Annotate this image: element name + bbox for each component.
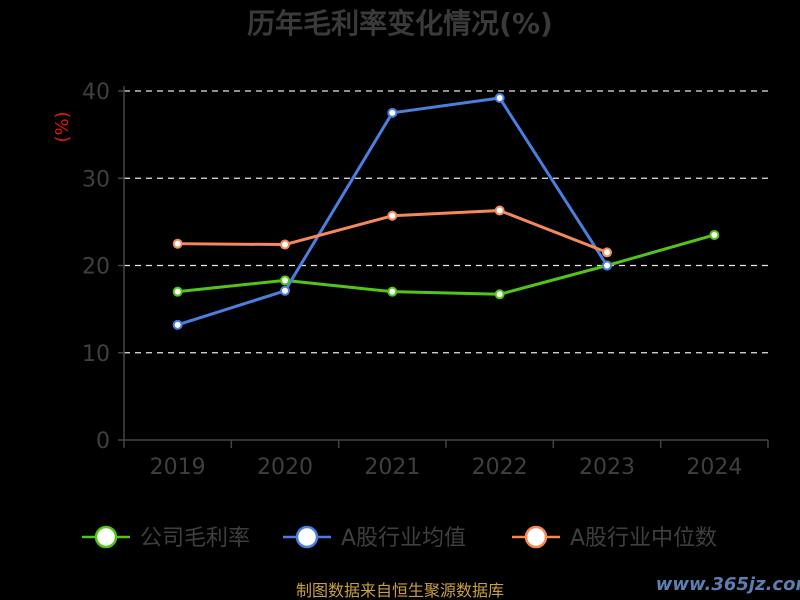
data-point-1-4 (602, 260, 612, 271)
data-point-0-2 (387, 286, 398, 297)
data-point-0-1 (280, 275, 290, 286)
data-point-1-3 (494, 92, 505, 103)
y-tick-label: 20 (82, 255, 110, 280)
data-point-1-0 (172, 319, 183, 330)
legend-label-0: 公司毛利率 (140, 526, 250, 551)
legend-marker-0 (94, 525, 118, 549)
chart-title: 历年毛利率变化情况(%) (247, 7, 553, 40)
legend: 公司毛利率 A股行业均值 A股行业中位数 (82, 525, 717, 551)
legend-label-2: A股行业中位数 (570, 526, 717, 551)
data-point-1-1 (280, 285, 290, 296)
legend-marker-2 (524, 525, 548, 549)
data-point-0-0 (172, 286, 183, 297)
x-tick-label: 2021 (364, 455, 420, 480)
data-source: 制图数据来自恒生聚源数据库 (296, 581, 504, 600)
x-tick-label: 2024 (686, 455, 742, 480)
x-tick-labels: 2019 2020 2021 2022 2023 2024 (150, 455, 743, 480)
y-tick-labels: 0 10 20 30 40 (82, 80, 110, 454)
y-tick-label: 30 (82, 167, 110, 192)
data-point-2-2 (387, 210, 398, 221)
y-tick-label: 40 (82, 80, 110, 105)
x-tick-label: 2023 (579, 455, 635, 480)
x-tick-label: 2022 (472, 455, 528, 480)
y-tick-label: 0 (96, 429, 110, 454)
legend-label-1: A股行业均值 (341, 526, 466, 551)
data-point-2-0 (172, 238, 183, 249)
axes (118, 86, 769, 448)
watermark: www.365jz.com (656, 574, 800, 595)
data-point-0-5 (709, 229, 720, 240)
data-point-1-2 (387, 107, 398, 118)
x-tick-label: 2019 (150, 455, 206, 480)
x-tick-label: 2020 (257, 455, 313, 480)
y-axis-unit: (%) (52, 111, 73, 142)
data-point-0-3 (494, 289, 505, 300)
data-point-2-4 (602, 247, 612, 258)
series-lines (172, 92, 720, 330)
y-tick-label: 10 (82, 342, 110, 367)
legend-marker-1 (295, 525, 319, 549)
grid-lines (124, 90, 768, 354)
data-point-2-3 (494, 205, 505, 216)
data-point-2-1 (280, 239, 290, 250)
series-line-0 (177, 233, 715, 296)
